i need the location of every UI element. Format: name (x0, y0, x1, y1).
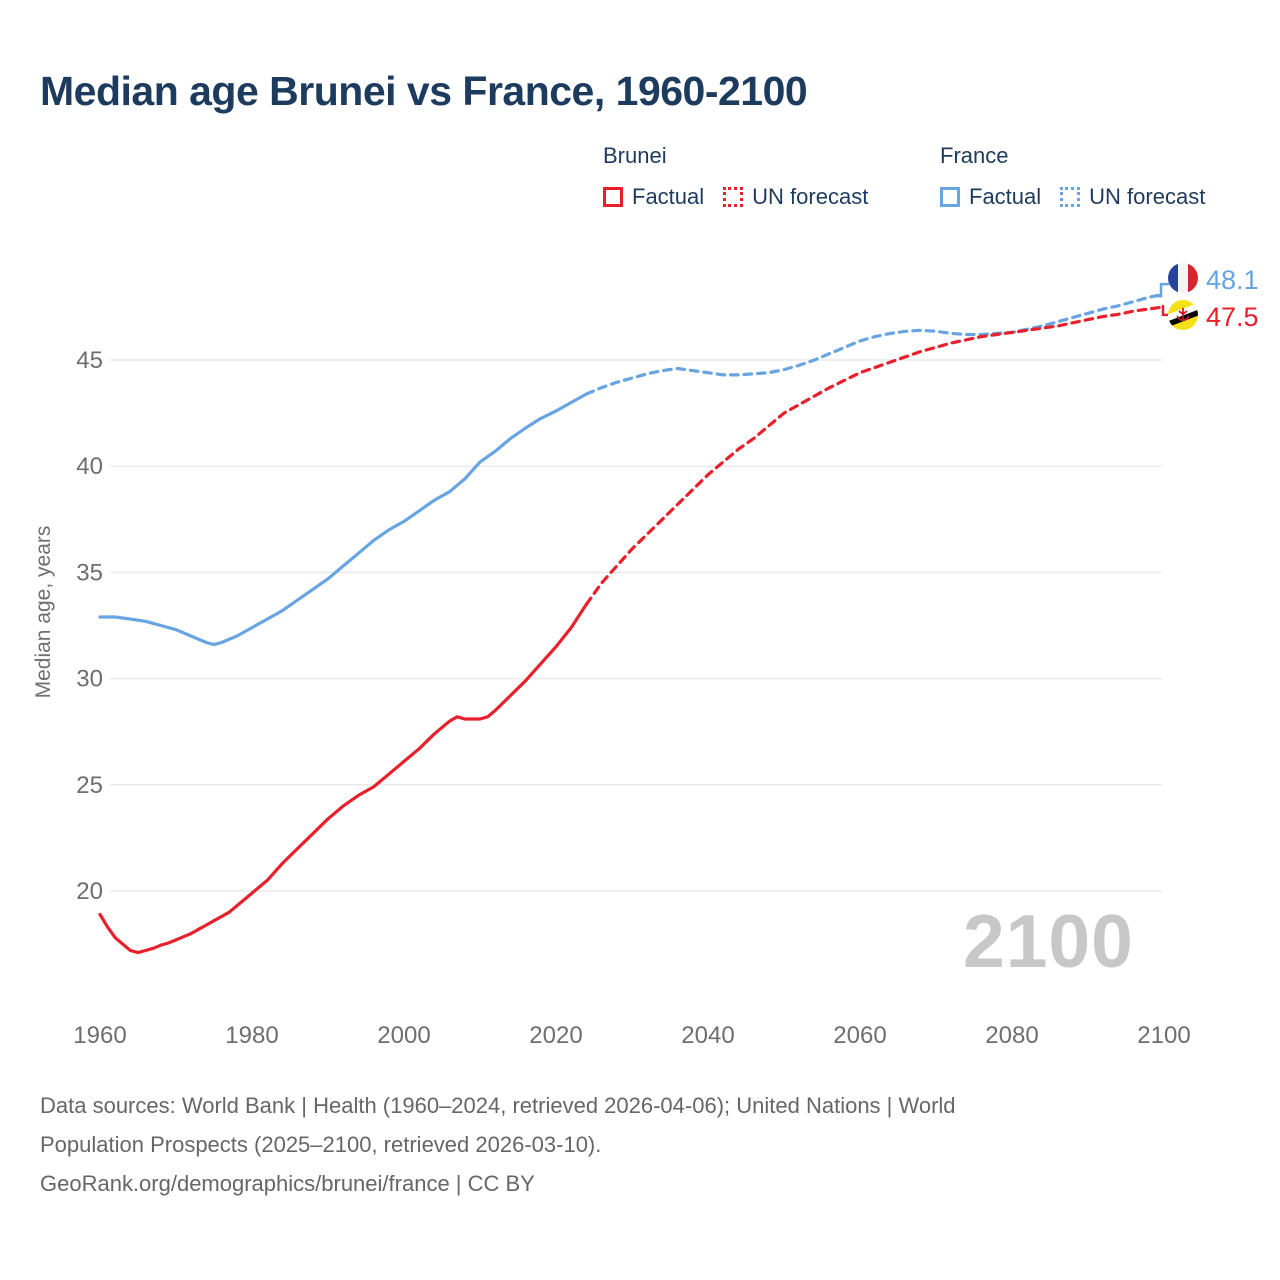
legend-label: UN forecast (1089, 184, 1206, 209)
legend-label: UN forecast (752, 184, 869, 209)
footer-sources-line2: Population Prospects (2025–2100, retriev… (40, 1132, 602, 1157)
legend-label: Factual (969, 184, 1042, 209)
brunei-flag-icon (1168, 300, 1198, 330)
footer-sources-line1: Data sources: World Bank | Health (1960–… (40, 1093, 956, 1118)
legend-header-brunei: Brunei (603, 143, 667, 168)
legend-label: Factual (632, 184, 705, 209)
france-end-value: 48.1 (1206, 265, 1259, 295)
france-label-connector (1153, 282, 1169, 298)
y-tick-label: 25 (76, 772, 103, 799)
chart-canvas: 20 25 30 35 40 45 1960 1980 2000 2020 2040 2060 2080… (73, 282, 1191, 1049)
legend-row-brunei: Factual UN forecast (603, 184, 887, 210)
page-title: Median age Brunei vs France, 1960-2100 (40, 68, 808, 114)
x-tick-label: 2100 (1137, 1022, 1190, 1049)
legend-item-france-forecast: UN forecast (1060, 184, 1205, 210)
legend-header-france: France (940, 143, 1009, 168)
france-factual-swatch-icon (940, 187, 960, 207)
y-tick-label: 40 (76, 453, 103, 480)
legend-group-france: France Factual UN forecast (940, 143, 1224, 210)
x-tick-label: 2040 (681, 1022, 734, 1049)
y-tick-label: 45 (76, 347, 103, 374)
series-france-forecast (584, 292, 1166, 396)
year-watermark: 2100 (963, 899, 1134, 983)
legend-row-france: Factual UN forecast (940, 184, 1224, 210)
brunei-end-value: 47.5 (1206, 302, 1259, 332)
brunei-factual-swatch-icon (603, 187, 623, 207)
footer-attribution: GeoRank.org/demographics/brunei/france |… (40, 1171, 535, 1196)
y-tick-label: 20 (76, 878, 103, 905)
france-flag-icon (1168, 263, 1198, 293)
x-tick-label: 2080 (985, 1022, 1038, 1049)
legend-item-brunei-forecast: UN forecast (723, 184, 868, 210)
footer: Data sources: World Bank | Health (1960–… (40, 1086, 956, 1203)
y-tick-label: 35 (76, 559, 103, 586)
legend-group-brunei: Brunei Factual UN forecast (603, 143, 887, 210)
france-forecast-swatch-icon (1060, 187, 1081, 207)
y-tick-label: 30 (76, 666, 103, 693)
x-tick-label: 1960 (73, 1022, 126, 1049)
x-tick-label: 2060 (833, 1022, 886, 1049)
series-brunei-forecast (584, 305, 1166, 606)
series-brunei-factual (98, 602, 588, 955)
x-tick-label: 2020 (529, 1022, 582, 1049)
brunei-forecast-swatch-icon (723, 187, 744, 207)
legend-item-france-factual: Factual (940, 184, 1041, 210)
x-tick-label: 2000 (377, 1022, 430, 1049)
series-france-factual (98, 392, 588, 647)
legend-item-brunei-factual: Factual (603, 184, 704, 210)
x-tick-label: 1980 (225, 1022, 278, 1049)
